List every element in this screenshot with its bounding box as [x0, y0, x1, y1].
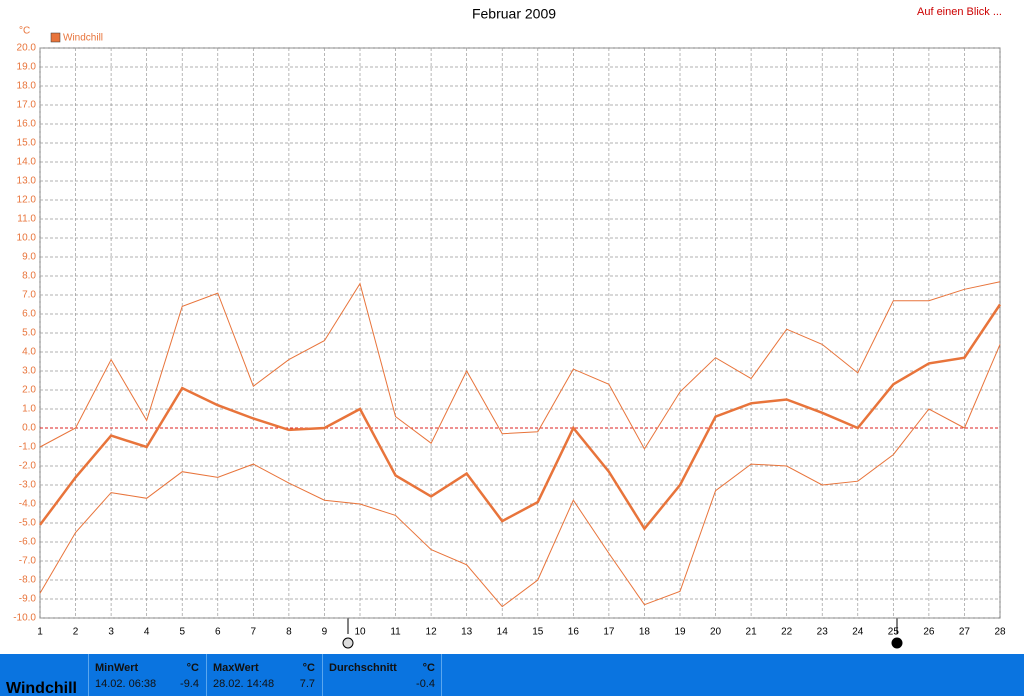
y-tick-label: -3.0 — [19, 480, 37, 491]
y-tick-label: 9.0 — [22, 252, 36, 263]
x-tick-label: 5 — [179, 627, 185, 638]
x-tick-label: 27 — [959, 627, 971, 638]
y-tick-label: 1.0 — [22, 404, 36, 415]
y-tick-label: -4.0 — [19, 499, 37, 510]
x-tick-label: 26 — [923, 627, 935, 638]
y-tick-label: -6.0 — [19, 537, 37, 548]
y-tick-label: 4.0 — [22, 347, 36, 358]
y-tick-label: 5.0 — [22, 328, 36, 339]
legend-swatch — [50, 32, 61, 43]
cell-unit: °C — [422, 662, 435, 674]
cell-value: 7.7 — [299, 678, 315, 690]
y-tick-label: 17.0 — [17, 100, 37, 111]
y-tick-label: 2.0 — [22, 385, 36, 396]
y-tick-label: 12.0 — [17, 195, 37, 206]
cell-unit: °C — [186, 662, 199, 674]
x-tick-label: 4 — [144, 627, 150, 638]
y-tick-label: 11.0 — [17, 214, 36, 225]
y-tick-label: -8.0 — [19, 575, 37, 586]
x-tick-label: 21 — [746, 627, 758, 638]
x-tick-label: 14 — [497, 627, 509, 638]
y-tick-label: 18.0 — [17, 81, 37, 92]
y-tick-label: -1.0 — [19, 442, 37, 453]
series-line — [39, 344, 1001, 608]
cell-title: MaxWert — [213, 662, 259, 674]
cell-time: 14.02. 06:38 — [95, 678, 157, 690]
x-tick-label: 3 — [108, 627, 114, 638]
cell-title: Durchschnitt — [329, 662, 397, 674]
x-tick-label: 28 — [994, 627, 1006, 638]
x-tick-label: 8 — [286, 627, 292, 638]
y-tick-label: -7.0 — [19, 556, 37, 567]
summary-bar: Windchill MinWert °C 14.02. 06:38 -9.4 M… — [0, 654, 1024, 697]
summary-label: Windchill — [6, 680, 77, 697]
x-tick-label: 9 — [322, 627, 328, 638]
x-tick-label: 18 — [639, 627, 651, 638]
chart: Februar 2009 Auf einen Blick ... °C Wind… — [13, 6, 1006, 649]
y-tick-label: -2.0 — [19, 461, 37, 472]
series-line — [38, 303, 1002, 531]
summary-cell: MaxWert °C 28.02. 14:48 7.7 — [206, 654, 321, 696]
cell-title: MinWert — [95, 662, 139, 674]
x-tick-label: 24 — [852, 627, 864, 638]
moon-icon — [891, 637, 903, 649]
x-tick-label: 13 — [461, 627, 473, 638]
x-tick-label: 20 — [710, 627, 722, 638]
x-tick-label: 10 — [354, 627, 366, 638]
x-tick-label: 23 — [817, 627, 829, 638]
y-tick-label: 10.0 — [17, 233, 37, 244]
x-tick-label: 15 — [532, 627, 544, 638]
y-tick-label: 6.0 — [22, 309, 36, 320]
x-tick-label: 1 — [37, 627, 43, 638]
x-tick-label: 7 — [251, 627, 257, 638]
summary-cell: MinWert °C 14.02. 06:38 -9.4 — [88, 654, 205, 696]
x-tick-label: 12 — [426, 627, 438, 638]
y-unit: °C — [19, 26, 30, 37]
x-tick-label: 6 — [215, 627, 221, 638]
moon-icon — [342, 637, 354, 649]
series-line — [39, 281, 1001, 450]
y-tick-label: 14.0 — [17, 157, 37, 168]
x-tick-label: 22 — [781, 627, 793, 638]
legend-label: Windchill — [63, 33, 103, 44]
y-tick-label: 0.0 — [22, 423, 36, 434]
y-tick-label: -5.0 — [19, 518, 37, 529]
chart-title: Februar 2009 — [472, 6, 556, 22]
cell-value: -0.4 — [416, 678, 435, 690]
x-tick-label: 11 — [390, 627, 401, 638]
y-tick-label: 8.0 — [22, 271, 36, 282]
x-tick-label: 19 — [674, 627, 686, 638]
y-tick-label: 15.0 — [17, 138, 37, 149]
cell-time: 28.02. 14:48 — [213, 678, 275, 690]
y-tick-label: 3.0 — [22, 366, 36, 377]
x-tick-label: 2 — [73, 627, 79, 638]
overview-link[interactable]: Auf einen Blick ... — [917, 6, 1002, 18]
y-tick-label: 19.0 — [17, 62, 37, 73]
x-tick-label: 16 — [568, 627, 580, 638]
y-tick-label: -9.0 — [19, 594, 37, 605]
y-tick-label: 20.0 — [17, 43, 37, 54]
y-tick-label: 13.0 — [17, 176, 37, 187]
y-tick-label: 16.0 — [17, 119, 37, 130]
summary-cell: Durchschnitt °C -0.4 — [322, 654, 442, 696]
cell-unit: °C — [302, 662, 315, 674]
x-tick-label: 17 — [603, 627, 615, 638]
y-tick-label: 7.0 — [22, 290, 36, 301]
cell-value: -9.4 — [180, 678, 199, 690]
y-tick-label: -10.0 — [13, 613, 36, 624]
x-tick-label: 25 — [888, 627, 900, 638]
